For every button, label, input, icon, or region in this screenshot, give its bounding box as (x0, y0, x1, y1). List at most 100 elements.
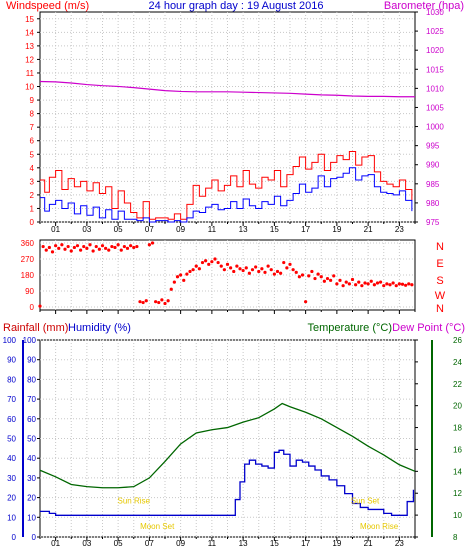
direction-point (191, 268, 195, 272)
humidity-tick-label-inner: 0 (32, 533, 37, 542)
climate-hour-label: 23 (395, 539, 404, 548)
direction-point (119, 248, 123, 252)
direction-tick-label: 90 (25, 287, 34, 296)
humidity-tick-label: 100 (3, 336, 17, 345)
wind-tick-label: 0 (30, 218, 35, 227)
barometer-tick-label: 980 (426, 199, 440, 208)
humidity-tick-label-inner: 40 (27, 454, 36, 463)
direction-point (316, 272, 320, 276)
wind-tick-label: 10 (25, 83, 34, 92)
direction-point (172, 280, 176, 284)
climate-hour-label: 05 (114, 539, 123, 548)
direction-letter-w: W (435, 290, 446, 302)
direction-point (100, 244, 105, 248)
direction-point (279, 271, 283, 275)
direction-point (369, 279, 373, 283)
direction-point (129, 244, 133, 248)
direction-point (113, 245, 117, 250)
climate-hour-label: 03 (82, 539, 91, 548)
direction-point (182, 278, 186, 282)
wind-hour-label: 03 (82, 225, 91, 234)
humidity-tick-label: 40 (7, 454, 16, 463)
temperature-tick-label: 16 (453, 445, 462, 454)
climate-hour-label: 01 (51, 539, 60, 548)
wind-hour-label: 23 (395, 225, 404, 234)
direction-point (229, 266, 233, 270)
direction-point (338, 278, 342, 282)
direction-point (50, 250, 55, 254)
direction-point (225, 262, 230, 266)
direction-point (407, 282, 411, 286)
direction-point (254, 265, 258, 269)
series-layer (38, 80, 416, 516)
direction-point (294, 270, 298, 274)
wind-hour-label: 17 (301, 225, 310, 234)
direction-point (179, 273, 183, 277)
barometer-tick-label: 975 (426, 218, 440, 227)
direction-point (188, 269, 192, 274)
barometer-tick-label: 1030 (426, 8, 444, 17)
direction-point (197, 267, 201, 271)
direction-tick-label: 180 (21, 271, 35, 280)
wind-tick-label: 5 (30, 150, 35, 159)
direction-tick-label: 0 (30, 303, 35, 312)
direction-point (110, 244, 114, 249)
direction-point (241, 268, 245, 273)
windspeed-average-line (40, 167, 413, 223)
direction-point (85, 246, 89, 250)
humidity-tick-label-inner: 90 (27, 356, 36, 365)
direction-point (38, 304, 42, 308)
direction-point (285, 266, 289, 270)
wind-tick-label: 15 (25, 15, 34, 24)
direction-point (47, 245, 51, 250)
humidity-line (40, 449, 415, 516)
humidity-axis-label: Humidity (%) (68, 322, 131, 334)
humidity-tick-label: 80 (7, 375, 16, 384)
direction-point (160, 298, 164, 302)
wind-tick-label: 6 (30, 137, 35, 146)
temperature-tick-label: 18 (453, 424, 462, 433)
direction-point (307, 274, 311, 278)
grid-lines (40, 12, 415, 538)
direction-point (247, 271, 251, 275)
direction-point (94, 244, 98, 249)
humidity-tick-label-inner: 100 (23, 336, 37, 345)
direction-point (232, 269, 236, 274)
direction-point (222, 268, 226, 272)
wind-hour-label: 13 (239, 225, 248, 234)
humidity-tick-label: 30 (7, 474, 16, 483)
direction-point (363, 281, 367, 285)
direction-point (72, 245, 76, 250)
direction-point (166, 299, 170, 303)
direction-point (304, 300, 308, 304)
direction-point (132, 245, 136, 250)
direction-point (41, 244, 45, 249)
barometer-tick-label: 990 (426, 161, 440, 170)
direction-point (410, 283, 414, 287)
rainfall-axis-label: Rainfall (mm) (3, 322, 68, 334)
direction-point (347, 282, 351, 286)
direction-point (354, 283, 358, 287)
wind-tick-label: 13 (25, 42, 34, 51)
direction-point (216, 260, 220, 265)
dewpoint-axis-label: Dew Point (°C) (392, 322, 465, 334)
direction-point (404, 283, 408, 287)
climate-hour-label: 17 (301, 539, 310, 548)
humidity-tick-label-inner: 50 (27, 435, 36, 444)
direction-point (244, 266, 248, 270)
temperature-line (39, 402, 416, 489)
temperature-tick-label: 12 (453, 489, 462, 498)
temperature-tick-label: 24 (453, 358, 462, 367)
barometer-tick-label: 995 (426, 142, 440, 151)
wind-tick-label: 4 (30, 164, 35, 173)
direction-letter-n: N (436, 303, 444, 315)
temperature-tick-label: 10 (453, 511, 462, 520)
direction-point (141, 300, 145, 305)
barometer-tick-label: 1020 (426, 46, 444, 55)
humidity-tick-label: 50 (7, 435, 16, 444)
temperature-tick-label: 14 (453, 467, 462, 476)
wind-hour-label: 07 (145, 225, 154, 234)
direction-point (104, 246, 108, 250)
